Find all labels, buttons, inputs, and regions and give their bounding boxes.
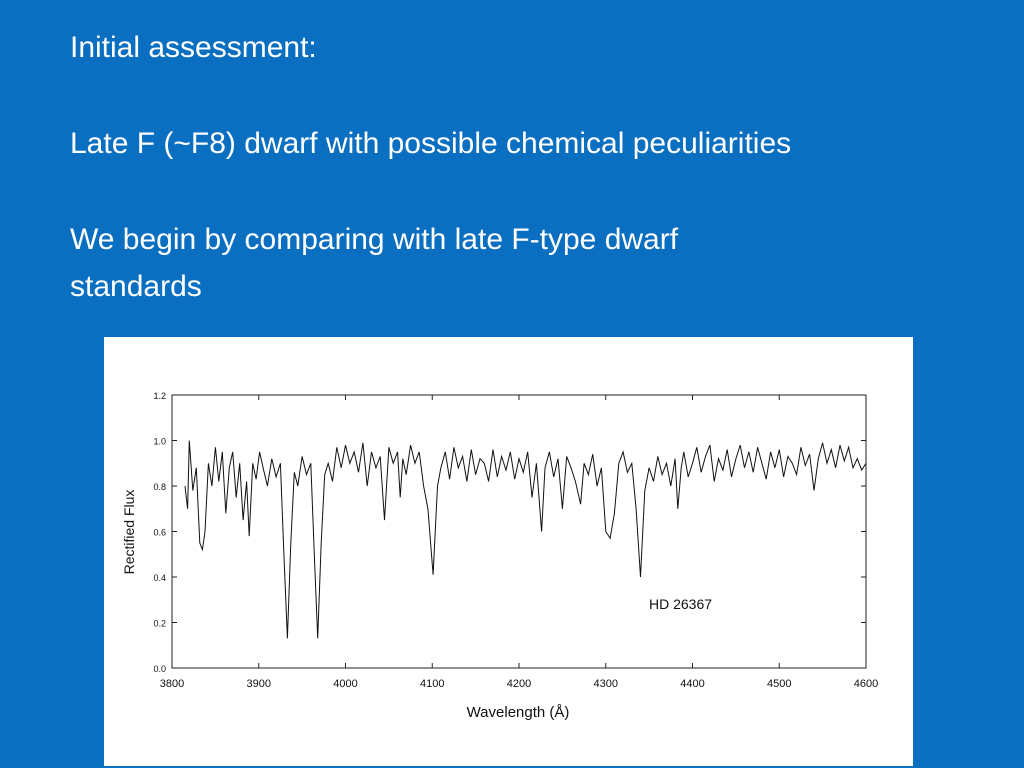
x-tick-label: 4300: [594, 678, 618, 690]
x-tick-label: 4200: [507, 678, 531, 690]
x-tick-label: 4500: [767, 678, 791, 690]
text-line: We begin by comparing with late F-type d…: [70, 223, 679, 256]
y-tick-label: 1.2: [153, 391, 166, 401]
plot-frame: [171, 394, 867, 669]
y-tick-label: 0.4: [153, 573, 166, 583]
x-axis-label: Wavelength (Å): [467, 704, 570, 721]
x-tick-label: 4400: [680, 678, 704, 690]
y-tick-label: 0.6: [153, 528, 166, 538]
heading: Initial assessment:: [70, 31, 317, 64]
text-line: standards: [70, 270, 202, 303]
x-tick-label: 3900: [247, 678, 271, 690]
chart: Wavelength (Å) Rectified Flux HD 26367 0…: [104, 337, 913, 766]
y-tick-label: 0.0: [153, 664, 166, 674]
y-tick-label: 1.0: [153, 437, 166, 447]
x-tick-label: 4600: [854, 678, 878, 690]
text-line: Late F (~F8) dwarf with possible chemica…: [70, 127, 792, 160]
y-tick-label: 0.8: [153, 482, 166, 492]
spectrum-line: [184, 440, 867, 639]
y-axis-label: Rectified Flux: [121, 490, 137, 575]
x-tick-label: 3800: [160, 678, 184, 690]
y-tick-label: 0.2: [153, 619, 166, 629]
x-tick-label: 4000: [333, 678, 357, 690]
x-tick-label: 4100: [420, 678, 444, 690]
annotation: HD 26367: [649, 596, 712, 612]
